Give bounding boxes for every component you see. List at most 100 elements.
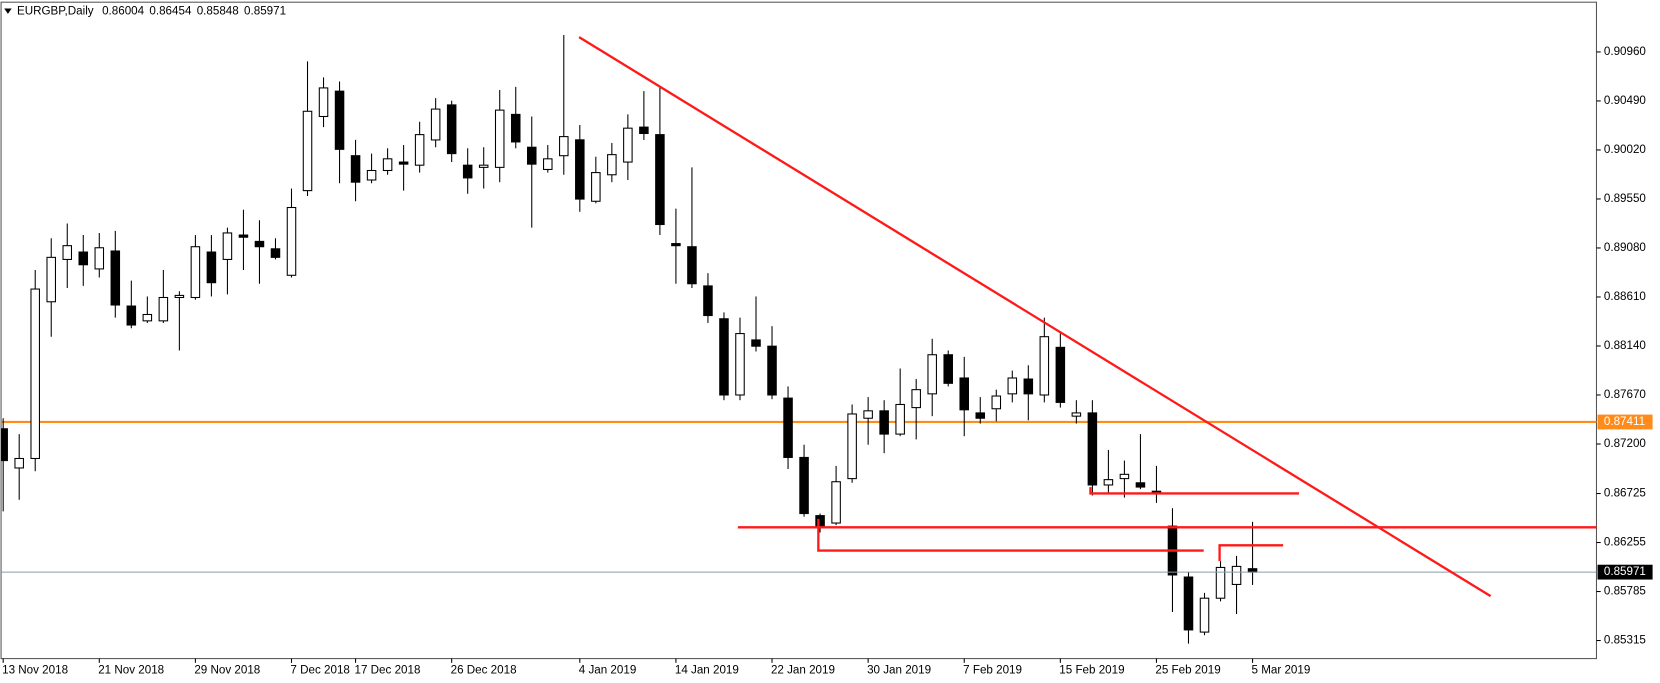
drawn-lines [578, 36, 1597, 598]
y-tick-label: 0.85315 [1604, 634, 1646, 647]
x-tick-label: 14 Jan 2019 [675, 663, 739, 676]
candle-body [575, 139, 585, 200]
last-open: 0.86004 [102, 5, 145, 18]
candle-body [1055, 346, 1066, 403]
candle-body [687, 246, 697, 285]
candle-body [126, 305, 137, 326]
candle-body [895, 403, 905, 435]
candle-body [1039, 336, 1050, 396]
candle-body [927, 354, 937, 395]
candle-body [799, 456, 809, 515]
candle-body [494, 109, 505, 168]
candle-body [350, 155, 361, 183]
y-tick-label: 0.85785 [1604, 585, 1646, 598]
candle-body [174, 294, 185, 299]
candle-body [206, 251, 217, 284]
candle-body [430, 108, 441, 141]
candle-body [14, 457, 24, 469]
candle-body [1103, 479, 1114, 486]
candle-body [847, 413, 857, 480]
level-label-box [1597, 414, 1653, 430]
candle-body [623, 127, 633, 163]
resistance-line [1218, 544, 1284, 562]
candle-body [462, 164, 473, 179]
candle-body [382, 158, 393, 172]
level-label: 0.87411 [1604, 415, 1645, 428]
candle-body [190, 246, 201, 299]
candle-body [510, 113, 521, 143]
candle-body [446, 104, 457, 155]
candle-body [238, 234, 249, 238]
candle-body [270, 248, 281, 258]
support-line [817, 518, 1204, 552]
candle-body [559, 136, 569, 157]
last-close: 0.85971 [244, 5, 286, 18]
x-tick-label: 15 Feb 2019 [1059, 663, 1124, 676]
candle-body [735, 333, 745, 396]
candle-body [478, 164, 489, 168]
candle-body [975, 412, 986, 419]
last-low: 0.85848 [197, 5, 239, 18]
candle-body [719, 318, 729, 396]
candle-body [366, 169, 377, 181]
symbol: EURGBP,Daily [17, 5, 94, 18]
candle-body [639, 126, 649, 135]
candle-body [1087, 412, 1098, 486]
candle-body [1119, 473, 1130, 480]
candle-body [767, 345, 777, 396]
plot-area [1, 34, 1597, 644]
candle-body [30, 288, 40, 460]
y-tick-label: 0.89550 [1604, 192, 1647, 205]
candle-body [671, 243, 681, 247]
y-tick-label: 0.89080 [1604, 241, 1647, 254]
candle-body [1231, 565, 1242, 585]
candle-body [703, 285, 713, 317]
candle-body [991, 395, 1002, 410]
y-tick-label: 0.90960 [1604, 45, 1647, 58]
candle-body [334, 90, 345, 150]
candle-body [879, 410, 889, 435]
candle-body [302, 110, 313, 192]
support-line [1089, 487, 1299, 495]
candle-body [414, 134, 425, 166]
candle-body [46, 256, 56, 303]
candle-body [142, 313, 153, 322]
candle-body [1183, 576, 1194, 631]
y-tick-label: 0.87200 [1604, 437, 1647, 450]
current-price-box [1597, 564, 1653, 580]
candle-body [158, 296, 169, 322]
candle-body [110, 250, 121, 306]
candle-body [1215, 566, 1226, 599]
candle-body [607, 154, 617, 176]
y-tick-label: 0.90020 [1604, 143, 1647, 156]
candle-body [943, 354, 953, 384]
candle-body [1, 428, 8, 462]
y-tick-label: 0.90490 [1604, 94, 1647, 107]
chart-title: EURGBP,Daily 0.86004 0.86454 0.85848 0.85971 [17, 5, 286, 18]
x-tick-label: 4 Jan 2019 [579, 663, 637, 676]
candle-body [911, 389, 921, 409]
candle-body [1135, 482, 1146, 488]
candle-body [318, 87, 329, 118]
x-tick-label: 5 Mar 2019 [1252, 663, 1311, 676]
plot-frame [0, 1, 1598, 660]
x-tick-label: 7 Feb 2019 [963, 663, 1022, 676]
candle-body [1151, 490, 1162, 493]
dropdown-icon[interactable] [4, 8, 12, 14]
current-price-label: 0.85971 [1604, 565, 1646, 578]
y-tick-label: 0.88140 [1604, 339, 1647, 352]
x-tick-label: 25 Feb 2019 [1155, 663, 1220, 676]
x-tick-label: 26 Dec 2018 [451, 663, 517, 676]
candle-body [959, 377, 970, 411]
candle-body [526, 146, 537, 165]
y-tick-label: 0.88610 [1604, 290, 1647, 303]
candle-body [254, 240, 265, 248]
candle-body [62, 245, 73, 260]
candle-body [286, 206, 297, 276]
candle-body [78, 251, 89, 266]
x-tick-label: 17 Dec 2018 [355, 663, 421, 676]
x-tick-label: 30 Jan 2019 [867, 663, 931, 676]
last-high: 0.86454 [149, 5, 192, 18]
